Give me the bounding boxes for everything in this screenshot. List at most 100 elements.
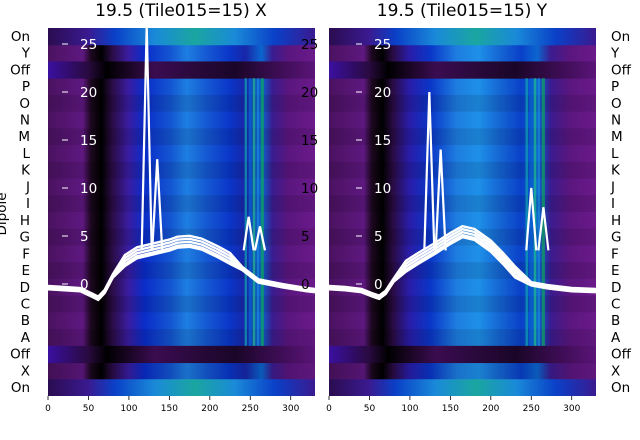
heatmap-row [48,161,315,179]
overlay-tick-label-right: 25 [301,37,318,53]
panel-x: 19.5 (Tile015=15) X Dipole OnYOffPONMLKJ… [0,1,318,414]
row-label: K [21,163,31,179]
heatmap-row [329,195,596,212]
x-axis: 0 50 100 150 200 250 300 [45,396,300,414]
heatmap-row [329,94,596,112]
row-label: M [611,129,623,145]
heatmap-body [48,28,315,396]
heatmap-row [329,295,596,313]
overlay-tick-label: 20 [80,85,97,101]
row-label: K [611,163,621,179]
overlay-tick-label: 10 [80,181,97,197]
heatmap-row [48,28,315,46]
row-label: X [611,363,620,379]
row-label: C [611,297,620,313]
row-label: On [11,29,30,45]
row-label: B [611,313,620,329]
overlay-curves [48,28,315,302]
row-label: N [611,113,621,129]
panel-y: 19.5 (Tile015=15) Y OnYOffPONMLKJIHGFEDC… [326,1,631,414]
overlay-tick-label: 15 [80,133,97,149]
row-label: H [20,213,30,229]
spike-mark [140,28,153,251]
series-line [329,224,596,297]
row-label: Off [611,347,632,363]
row-label: G [20,230,30,246]
row-label: On [11,380,30,396]
x-tick-label: 150 [161,404,178,414]
heatmap-stripe [525,78,528,346]
heatmap-body [329,28,596,396]
heatmap-stripe [248,78,252,346]
row-label: L [22,146,30,162]
heatmap-row [329,28,596,46]
row-label: N [20,113,30,129]
x-tick-label: 0 [326,404,332,414]
heatmap-rows [48,28,315,396]
series-line [329,235,596,301]
x-tick-label: 200 [482,404,499,414]
heatmap-stripes [244,78,264,346]
row-label: Off [10,347,31,363]
series-line [48,234,315,299]
heatmap-row [329,329,596,346]
heatmap-row [48,295,315,313]
x-tick-label: 50 [83,404,95,414]
heatmap-row [329,262,596,279]
row-label: Off [10,62,31,78]
row-label: M [18,129,30,145]
heatmap-row [48,345,315,364]
spike-mark [151,159,164,251]
overlay-axis: 25 20 15 10 5 0 [356,37,391,293]
overlay-axis: 25 20 15 10 5 0 25 20 15 10 5 0 [62,37,318,293]
heatmap-rows [329,28,596,396]
heatmap-stripe [256,78,260,346]
series-line [48,245,315,302]
heatmap-stripe [533,78,537,346]
x-axis: 0 50 100 150 200 250 300 [326,396,581,414]
overlay-tick-label: 0 [80,277,89,293]
heatmap-stripe [252,78,256,346]
overlay-tick-label-right: 20 [301,85,318,101]
x-tick-label: 150 [442,404,459,414]
x-tick-label: 250 [523,404,540,414]
row-label: A [611,330,621,346]
spike-mark [525,187,538,251]
row-label: E [611,263,620,279]
row-label: X [21,363,30,379]
spike-mark [537,207,550,251]
heatmap-row [329,379,596,396]
spike-mark [253,226,267,251]
row-label: H [611,213,621,229]
overlay-tick-label: 25 [80,37,97,53]
spike-mark [423,91,436,251]
row-label: Off [611,62,632,78]
x-tick-label: 50 [364,404,376,414]
overlay-tick-label: 0 [374,277,383,293]
row-label: P [22,79,30,95]
overlay-curves [329,91,596,301]
row-label: F [611,246,619,262]
overlay-tick-label: 15 [374,133,391,149]
heatmap-row [48,195,315,212]
overlay-tick-label: 20 [374,85,391,101]
overlay-tick-label-right: 15 [301,133,318,149]
heatmap-row [329,128,596,146]
overlay-tick-label: 5 [80,229,89,245]
overlay-tick-label: 10 [374,181,391,197]
row-label: Y [610,46,620,62]
row-label: L [611,146,619,162]
heatmap-row [329,362,596,380]
row-label: D [20,280,30,296]
heatmap-stripe [244,78,247,346]
x-tick-label: 300 [563,404,580,414]
heatmap-row [329,161,596,179]
row-label: E [21,263,30,279]
row-label: On [611,380,630,396]
heatmap-row [329,61,596,79]
row-label: C [21,297,30,313]
overlay-tick-label-right: 10 [301,181,318,197]
spike-mark [434,149,447,251]
